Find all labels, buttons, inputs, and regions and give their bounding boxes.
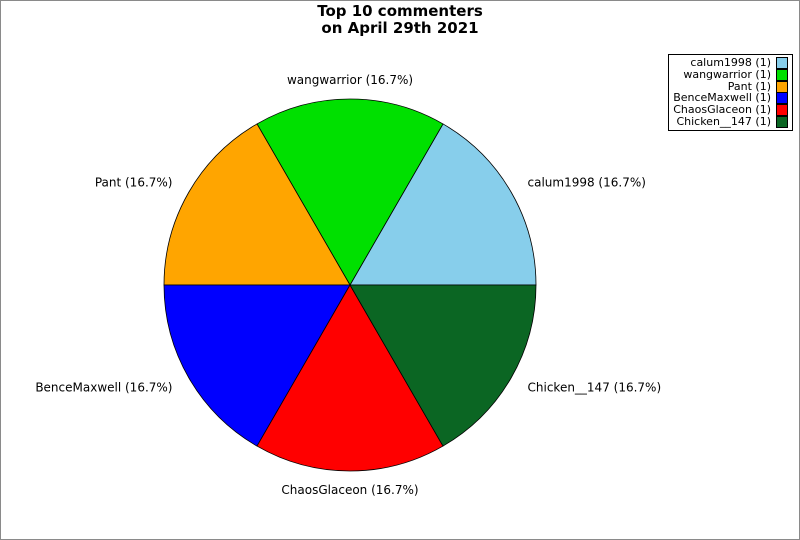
legend-swatch-wangwarrior: [776, 68, 788, 81]
pie-slice-Pant: [163, 123, 351, 286]
legend-row-Pant: Pant (1): [673, 79, 788, 93]
legend-row-ChaosGlaceon: ChaosGlaceon (1): [673, 103, 788, 117]
chart-title-line2: on April 29th 2021: [321, 19, 479, 37]
legend-label-Chicken__147: Chicken__147 (1): [676, 114, 771, 128]
chart-title: Top 10 commenters on April 29th 2021: [0, 3, 800, 37]
legend-swatch-ChaosGlaceon: [776, 104, 788, 117]
pie-slice-wangwarrior: [256, 98, 444, 286]
slice-label-BenceMaxwell: BenceMaxwell (16.7%): [35, 381, 172, 395]
slice-label-ChaosGlaceon: ChaosGlaceon (16.7%): [281, 483, 418, 497]
legend-row-Chicken__147: Chicken__147 (1): [673, 116, 788, 128]
legend-row-BenceMaxwell: BenceMaxwell (1): [673, 91, 788, 105]
legend-swatch-Pant: [776, 80, 788, 93]
pie-slice-Chicken__147: [349, 284, 537, 447]
legend-label-Pant: Pant (1): [727, 79, 771, 93]
pie-slice-calum1998: [349, 123, 537, 286]
slice-label-calum1998: calum1998 (16.7%): [528, 176, 646, 190]
legend-label-calum1998: calum1998 (1): [690, 56, 771, 69]
chart-title-line1: Top 10 commenters: [317, 2, 483, 20]
slice-label-wangwarrior: wangwarrior (16.7%): [287, 73, 413, 87]
pie-slice-BenceMaxwell: [163, 284, 351, 447]
legend-label-wangwarrior: wangwarrior (1): [683, 67, 771, 81]
legend-label-BenceMaxwell: BenceMaxwell (1): [673, 91, 771, 105]
legend-row-calum1998: calum1998 (1): [673, 57, 788, 69]
pie-slice-ChaosGlaceon: [256, 284, 444, 472]
legend-label-ChaosGlaceon: ChaosGlaceon (1): [673, 103, 771, 117]
slice-label-Chicken__147: Chicken__147 (16.7%): [528, 381, 662, 395]
legend-swatch-BenceMaxwell: [776, 92, 788, 105]
legend: calum1998 (1) wangwarrior (1) Pant (1) Benc…: [668, 54, 793, 131]
slice-label-Pant: Pant (16.7%): [95, 176, 173, 190]
legend-swatch-Chicken__147: [776, 115, 788, 128]
legend-row-wangwarrior: wangwarrior (1): [673, 67, 788, 81]
legend-swatch-calum1998: [776, 56, 788, 69]
